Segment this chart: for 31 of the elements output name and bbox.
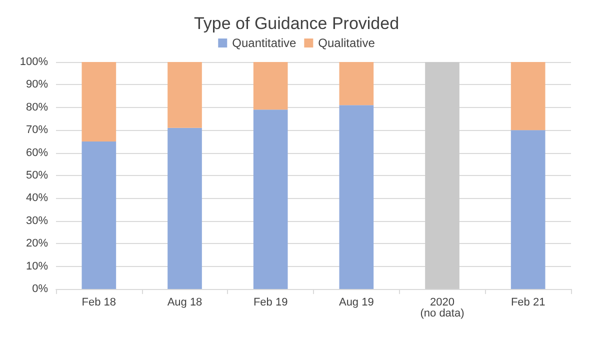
y-tick-label: 30% xyxy=(26,214,48,227)
bar xyxy=(510,62,546,130)
y-tick-label: 10% xyxy=(26,260,48,272)
bar xyxy=(510,130,546,289)
y-tick-label: 50% xyxy=(26,170,48,182)
legend-label: Quantitative xyxy=(232,36,296,50)
x-tick-label: Aug 19 xyxy=(338,296,374,308)
legend-label: Qualitative xyxy=(318,36,376,50)
x-tick-label: Feb 21 xyxy=(510,296,546,308)
bar xyxy=(253,110,288,289)
bar xyxy=(82,62,116,142)
bar xyxy=(168,62,202,128)
bar xyxy=(168,128,202,289)
bar xyxy=(339,105,374,289)
x-tick-label: 2020 (no data) xyxy=(420,296,464,320)
x-tick-label: Aug 18 xyxy=(167,296,202,308)
bar xyxy=(253,62,288,110)
y-tick-label: 0% xyxy=(32,283,48,295)
x-tick-label: Feb 18 xyxy=(82,296,116,308)
y-tick-label: 80% xyxy=(26,101,48,114)
bar xyxy=(425,62,460,289)
y-tick-label: 90% xyxy=(26,78,48,91)
bar xyxy=(82,141,116,289)
chart-title: Type of Guidance Provided xyxy=(194,14,400,33)
y-tick-label: 70% xyxy=(26,124,48,136)
y-tick-label: 60% xyxy=(26,146,48,159)
y-tick-label: 100% xyxy=(20,56,48,68)
y-tick-label: 40% xyxy=(26,192,48,204)
x-tick-label: Feb 19 xyxy=(253,296,288,308)
bar xyxy=(339,62,374,106)
y-tick-label: 20% xyxy=(26,238,48,250)
